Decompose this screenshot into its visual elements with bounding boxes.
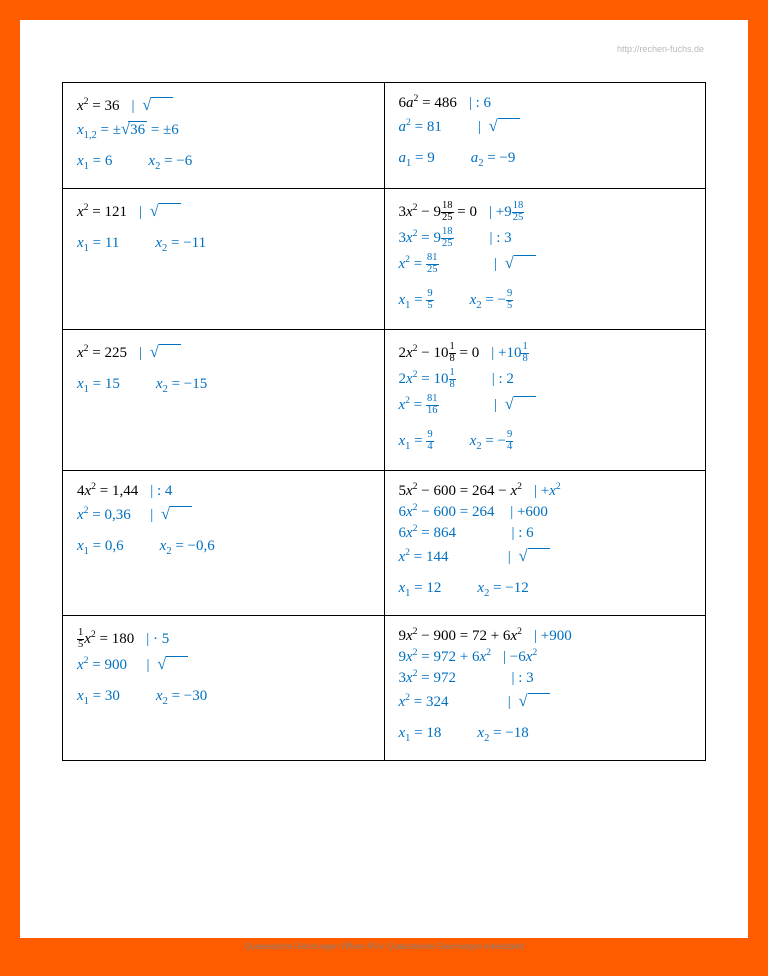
image-caption: Quadratische Gleichungen lÃ¶sen fÃ¼r Qua… bbox=[20, 942, 748, 951]
cell-r3c1: x2 = 225| x1 = 15x2 = −15 bbox=[63, 330, 385, 471]
cell-r5c1: 15x2 = 180| · 5 x2 = 900 | x1 = 30x2 = −… bbox=[63, 616, 385, 761]
cell-r2c1: x2 = 121| x1 = 11x2 = −11 bbox=[63, 189, 385, 330]
worksheet-page: http://rechen-fuchs.de x2 = 36| x1,2 = ±… bbox=[20, 20, 748, 938]
cell-r4c2: 5x2 − 600 = 264 − x2| +x2 6x2 − 600 = 26… bbox=[384, 471, 706, 616]
cell-r2c2: 3x2 − 91825 = 0| +91825 3x2 = 91825| : 3… bbox=[384, 189, 706, 330]
cell-r3c2: 2x2 − 1018 = 0| +1018 2x2 = 1018| : 2 x2… bbox=[384, 330, 706, 471]
cell-r1c1: x2 = 36| x1,2 = ±√36 = ±6 x1 = 6x2 = −6 bbox=[63, 83, 385, 189]
cell-r5c2: 9x2 − 900 = 72 + 6x2| +900 9x2 = 972 + 6… bbox=[384, 616, 706, 761]
source-url: http://rechen-fuchs.de bbox=[617, 44, 704, 54]
problems-table: x2 = 36| x1,2 = ±√36 = ±6 x1 = 6x2 = −6 … bbox=[62, 82, 706, 761]
table-row: 15x2 = 180| · 5 x2 = 900 | x1 = 30x2 = −… bbox=[63, 616, 706, 761]
table-row: x2 = 36| x1,2 = ±√36 = ±6 x1 = 6x2 = −6 … bbox=[63, 83, 706, 189]
table-row: x2 = 121| x1 = 11x2 = −11 3x2 − 91825 = … bbox=[63, 189, 706, 330]
cell-r4c1: 4x2 = 1,44| : 4 x2 = 0,36 | x1 = 0,6x2 =… bbox=[63, 471, 385, 616]
table-row: 4x2 = 1,44| : 4 x2 = 0,36 | x1 = 0,6x2 =… bbox=[63, 471, 706, 616]
table-row: x2 = 225| x1 = 15x2 = −15 2x2 − 1018 = 0… bbox=[63, 330, 706, 471]
cell-r1c2: 6a2 = 486| : 6 a2 = 81| a1 = 9a2 = −9 bbox=[384, 83, 706, 189]
